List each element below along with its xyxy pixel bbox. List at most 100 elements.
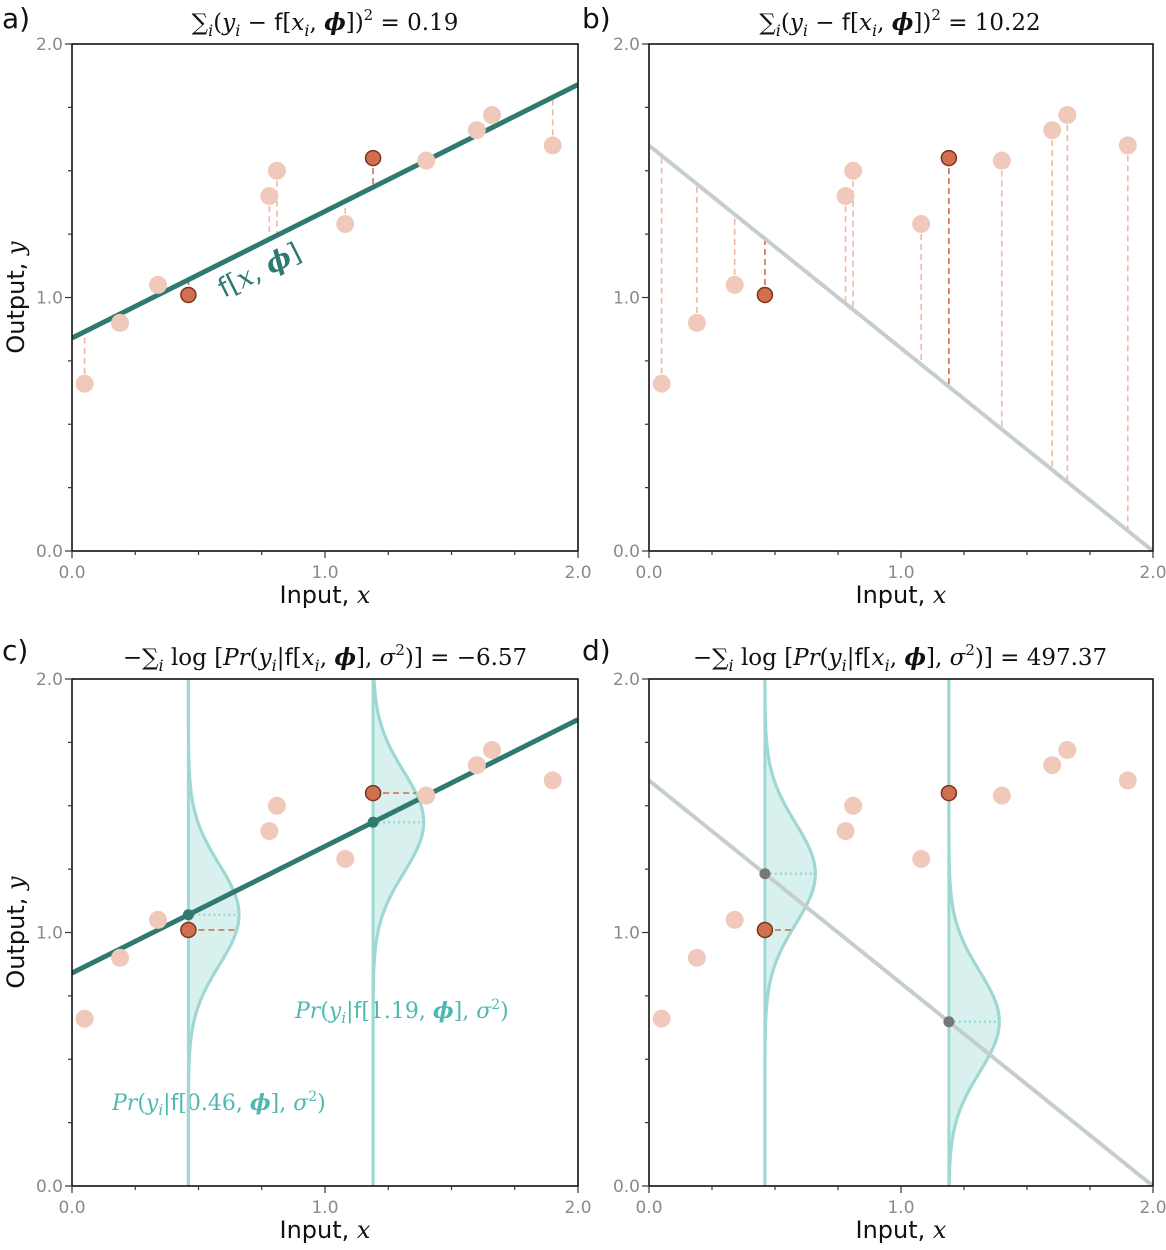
data-point <box>111 313 130 332</box>
data-point-highlight <box>940 784 958 802</box>
data-point <box>725 910 744 929</box>
chart-title-a: ∑i(yi − f[xi, ϕ])2 = 0.19 <box>192 6 459 40</box>
y-tick-label: 2.0 <box>613 670 640 690</box>
x-tick-label: 0.0 <box>635 563 662 583</box>
y-axis-label: Output, y <box>2 241 30 354</box>
data-point <box>336 214 355 233</box>
normal-fill <box>948 679 1000 1186</box>
data-point <box>687 313 706 332</box>
data-point <box>75 374 94 393</box>
y-tick-label: 2.0 <box>36 35 63 55</box>
panel-b: b) ∑i(yi − f[xi, ϕ])2 = 10.22 <box>582 2 1041 40</box>
chart-title-d: −∑i log [Pr(yi|f[xi, ϕ], σ2)] = 497.37 <box>693 641 1107 675</box>
data-point <box>844 161 863 180</box>
y-tick-label: 1.0 <box>613 924 640 944</box>
model-line <box>72 717 578 976</box>
x-axis-label: Input, x <box>280 1216 371 1244</box>
plot-d: 0.0 1.0 2.0 0.0 1.0 2.0 Input, x <box>613 670 1166 1244</box>
data-point <box>482 105 501 124</box>
y-tick-label: 0.0 <box>36 1177 63 1197</box>
plot-c: 0.0 1.0 2.0 0.0 1.0 2.0 Input, x Output, y <box>2 670 592 1244</box>
plot-area-a <box>72 82 578 393</box>
data-point-highlight <box>180 286 197 304</box>
normal-curve <box>186 679 241 1186</box>
data-point-highlight <box>756 921 774 939</box>
panel-label-a: a) <box>2 2 30 35</box>
normal-fill <box>188 679 239 1186</box>
y-tick-label: 2.0 <box>613 35 640 55</box>
data-point <box>260 187 279 206</box>
data-point-highlight <box>180 921 197 939</box>
data-point <box>912 214 931 233</box>
panel-d: d) −∑i log [Pr(yi|f[xi, ϕ], σ2)] = 497.3… <box>582 634 1107 675</box>
x-tick-label: 1.0 <box>887 1198 914 1218</box>
x-axis-label: Input, x <box>856 1216 947 1244</box>
normal-fill <box>373 679 424 1186</box>
data-point <box>725 275 744 294</box>
data-point <box>992 786 1011 805</box>
data-point-highlight <box>364 784 382 802</box>
data-point <box>149 275 168 294</box>
data-point <box>336 849 355 868</box>
x-tick-label: 0.0 <box>635 1198 662 1218</box>
data-point <box>836 822 855 841</box>
plot-a: 0.0 1.0 2.0 0.0 1.0 2.0 Input, x Output, y <box>2 35 592 609</box>
panel-label-b: b) <box>582 2 611 35</box>
x-tick-label: 2.0 <box>1139 1198 1166 1218</box>
panel-a: a) ∑i(yi − f[xi, ϕ])2 = 0.19 f[x, ϕ] <box>2 2 458 304</box>
line-label-f: f[x, ϕ] <box>213 237 306 304</box>
model-mean-dot <box>182 909 194 921</box>
x-tick-label: 2.0 <box>564 563 591 583</box>
data-point <box>267 796 286 815</box>
x-tick-label: 1.0 <box>311 563 338 583</box>
data-point <box>1058 740 1077 759</box>
y-tick-label: 2.0 <box>36 670 63 690</box>
data-point <box>836 187 855 206</box>
data-point <box>1118 136 1137 155</box>
data-point <box>111 948 130 967</box>
plot-frame <box>648 43 1154 552</box>
y-tick-label: 0.0 <box>36 542 63 562</box>
model-mean-dot <box>943 1016 955 1028</box>
data-point <box>260 822 279 841</box>
y-tick-label: 1.0 <box>613 289 640 309</box>
plot-frame <box>648 678 1154 1187</box>
data-point <box>267 161 286 180</box>
data-point <box>687 948 706 967</box>
x-tick-label: 2.0 <box>564 1198 591 1218</box>
data-point <box>543 136 562 155</box>
data-point <box>417 786 436 805</box>
panel-label-c: c) <box>2 634 28 667</box>
data-point <box>844 796 863 815</box>
y-tick-label: 0.0 <box>613 542 640 562</box>
data-point <box>75 1009 94 1028</box>
normal-curve <box>947 679 1001 1186</box>
plot-area-d <box>649 679 1153 1186</box>
y-tick-label: 0.0 <box>613 1177 640 1197</box>
chart-title-c: −∑i log [Pr(yi|f[xi, ϕ], σ2)] = −6.57 <box>123 641 527 675</box>
data-point <box>482 740 501 759</box>
data-point <box>467 756 486 775</box>
plot-area-b <box>649 105 1153 551</box>
annotation-normal-046: Pr(yi|f[0.46, ϕ], σ2) <box>111 1089 326 1119</box>
y-tick-label: 1.0 <box>36 289 63 309</box>
panel-label-d: d) <box>582 634 611 667</box>
chart-title-b: ∑i(yi − f[xi, ϕ])2 = 10.22 <box>759 6 1040 40</box>
data-point <box>543 771 562 790</box>
data-point-highlight <box>756 286 774 304</box>
data-point <box>1043 121 1062 140</box>
x-axis-label: Input, x <box>280 581 371 609</box>
data-point <box>467 121 486 140</box>
y-axis-label: Output, y <box>2 876 30 989</box>
y-tick-label: 1.0 <box>36 924 63 944</box>
data-point <box>417 151 436 170</box>
data-point <box>992 151 1011 170</box>
plot-b: 0.0 1.0 2.0 0.0 1.0 2.0 Input, x <box>613 35 1166 609</box>
data-point-highlight <box>364 149 382 167</box>
chart-marks: 0.0 1.0 2.0 0.0 1.0 2.0 Input, x Output, y 0.0 1.… <box>2 35 1166 1244</box>
data-point <box>149 910 168 929</box>
model-mean-dot <box>367 816 379 828</box>
x-tick-label: 0.0 <box>58 563 85 583</box>
data-point <box>652 374 671 393</box>
model-line <box>649 778 1153 1186</box>
